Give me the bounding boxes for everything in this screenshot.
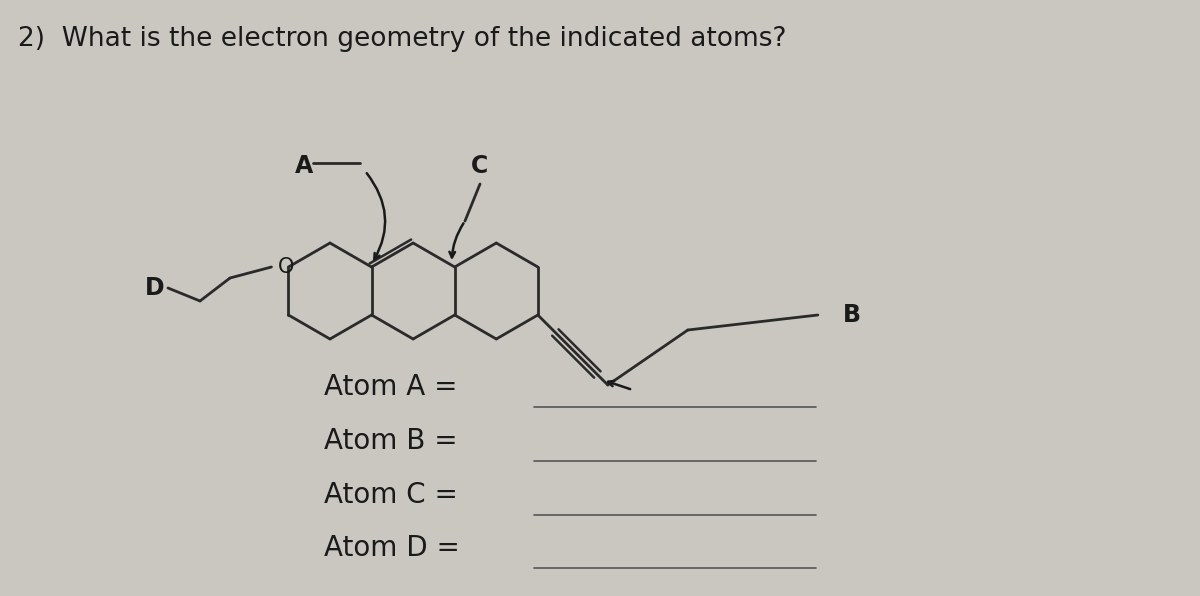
Text: B: B bbox=[842, 303, 860, 327]
Text: O: O bbox=[278, 257, 295, 277]
Text: 2)  What is the electron geometry of the indicated atoms?: 2) What is the electron geometry of the … bbox=[18, 26, 786, 52]
Text: Atom A =: Atom A = bbox=[324, 373, 457, 401]
Text: Atom C =: Atom C = bbox=[324, 480, 458, 508]
Text: D: D bbox=[145, 276, 164, 300]
Text: Atom D =: Atom D = bbox=[324, 534, 460, 562]
Text: A: A bbox=[295, 154, 313, 178]
Text: Atom B =: Atom B = bbox=[324, 427, 457, 455]
Text: C: C bbox=[472, 154, 488, 178]
